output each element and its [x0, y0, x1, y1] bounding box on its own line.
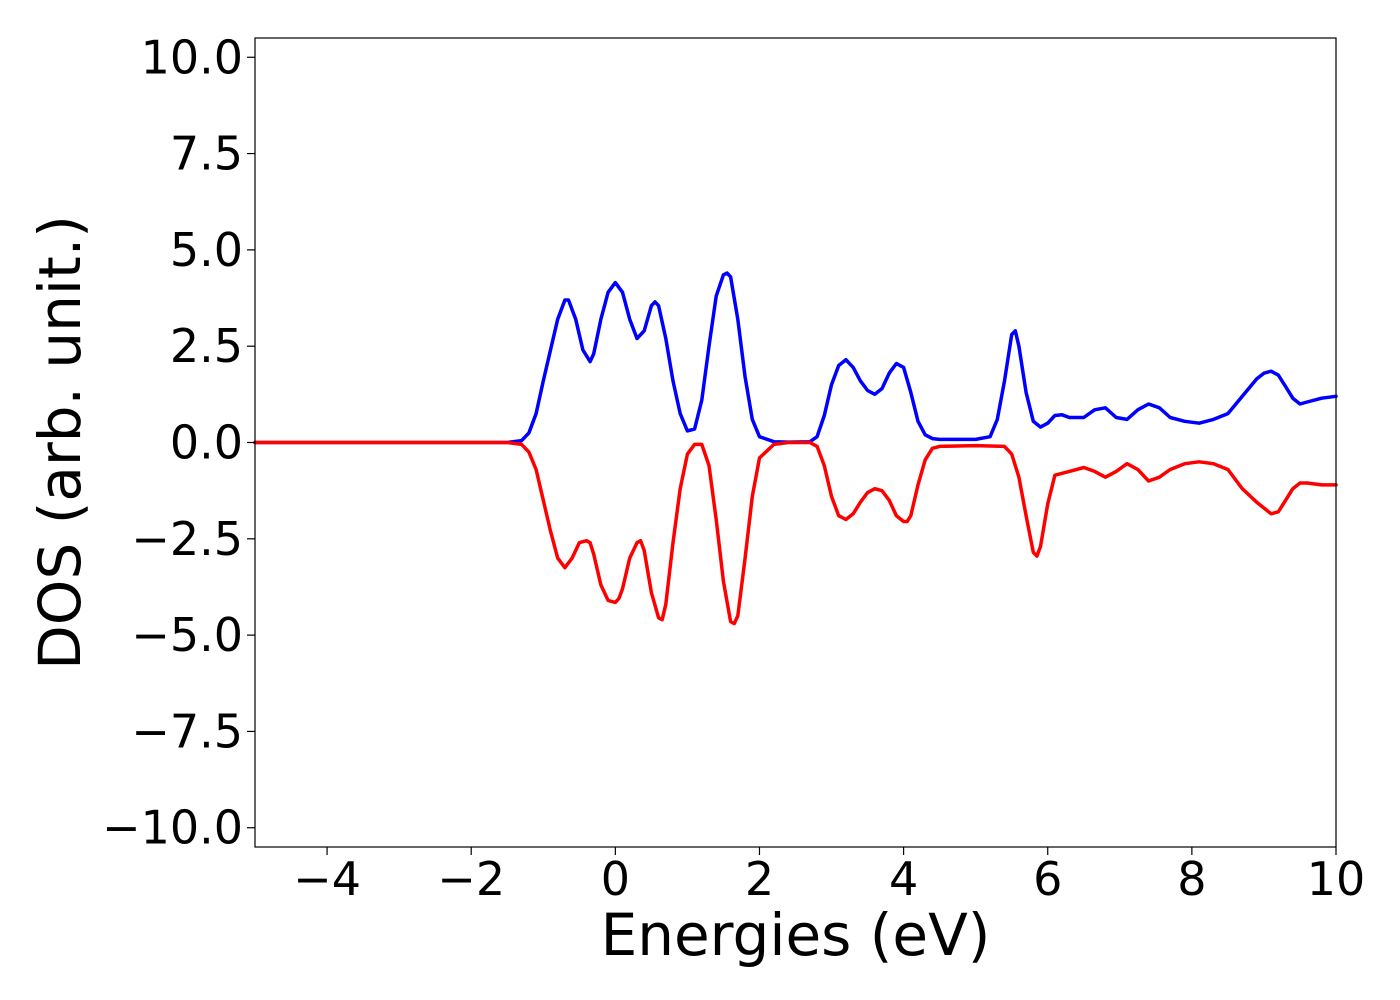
x-tick-label: −4: [293, 852, 361, 906]
plot-lines: [253, 271, 1338, 626]
y-axis-ticks: 10.0 7.5 5.0 2.5 0.0 −2.5 −5.0 −7.5 −10.0: [102, 30, 255, 855]
x-tick-label: 4: [889, 852, 918, 906]
y-tick-label: 0.0: [170, 416, 243, 470]
x-tick-label: 8: [1177, 852, 1206, 906]
x-axis-ticks: −4 −2 0 2 4 6 8 10: [293, 847, 1365, 906]
y-tick-label: −2.5: [131, 512, 243, 566]
x-tick-label: 6: [1033, 852, 1062, 906]
y-axis-label: DOS (arb. unit.): [26, 215, 94, 670]
dos-series-blue: [253, 271, 1338, 445]
x-tick-label: −2: [437, 852, 505, 906]
x-tick-label: 0: [601, 852, 630, 906]
x-axis-label: Energies (eV): [601, 901, 991, 969]
y-tick-label: 2.5: [170, 319, 243, 373]
y-tick-label: 7.5: [170, 127, 243, 181]
x-tick-label: 10: [1307, 852, 1366, 906]
y-tick-label: −5.0: [131, 608, 243, 662]
x-tick-label: 2: [745, 852, 774, 906]
dos-series-red: [253, 440, 1338, 626]
y-tick-label: −7.5: [131, 704, 243, 758]
y-tick-label: −10.0: [102, 801, 243, 855]
y-tick-label: 5.0: [170, 223, 243, 277]
y-tick-label: 10.0: [141, 30, 243, 84]
